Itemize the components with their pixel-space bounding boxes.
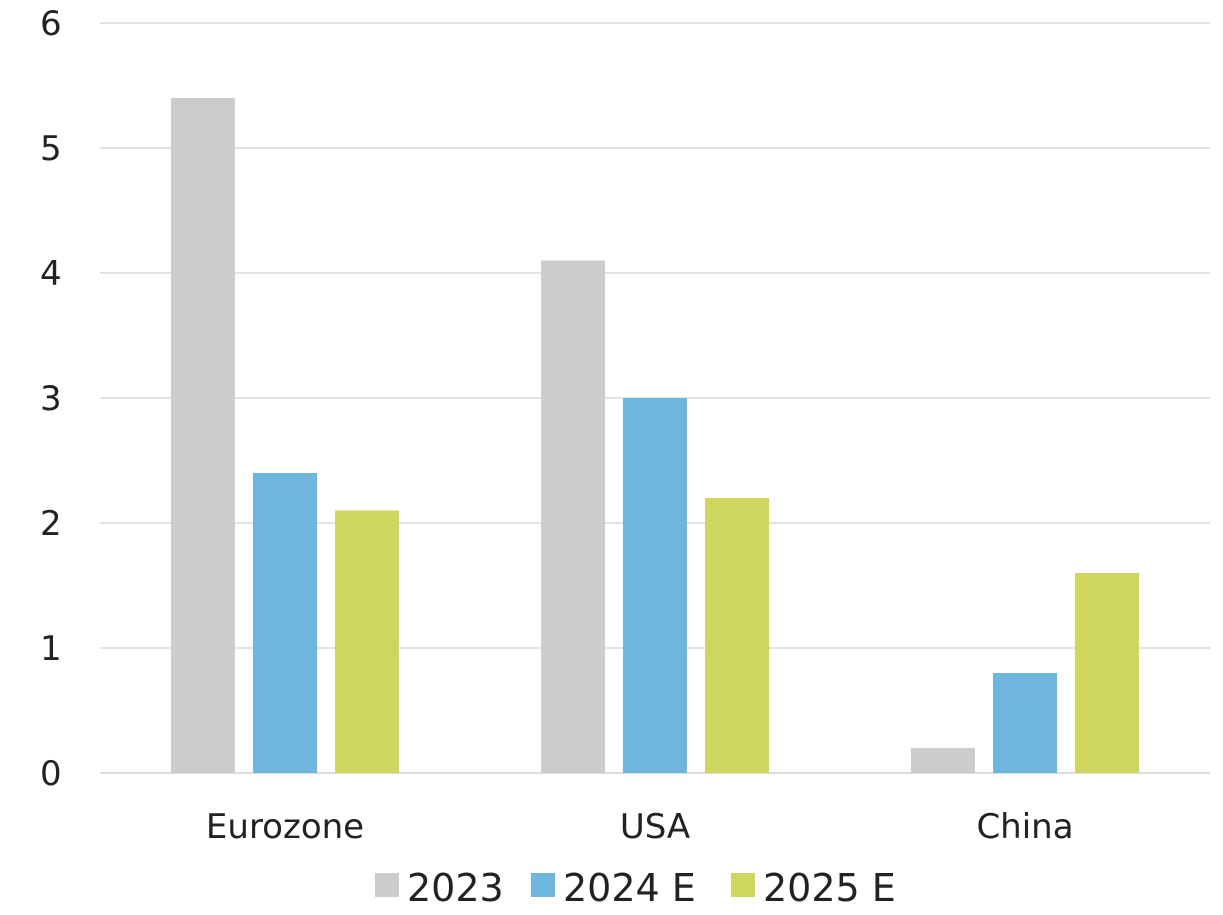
- y-tick-label: 2: [40, 504, 62, 544]
- legend-swatch-2024-e: [531, 873, 555, 897]
- bar-eurozone-2025-e: [335, 510, 399, 773]
- bar-usa-2024-e: [623, 398, 687, 773]
- bar-china-2025-e: [1075, 573, 1139, 773]
- y-tick-label: 6: [40, 4, 62, 44]
- y-tick-label: 5: [40, 129, 62, 169]
- legend: 2023 2024 E 2025 E: [375, 866, 896, 910]
- bar-eurozone-2024-e: [253, 473, 317, 773]
- bars: [171, 98, 1139, 773]
- legend-label: 2024 E: [563, 866, 696, 910]
- y-tick-label: 0: [40, 754, 62, 794]
- bar-china-2024-e: [993, 673, 1057, 773]
- y-tick-label: 3: [40, 379, 62, 419]
- bar-usa-2025-e: [705, 498, 769, 773]
- x-category-label: Eurozone: [206, 807, 364, 847]
- y-tick-label: 4: [40, 254, 62, 294]
- bar-usa-2023: [541, 260, 605, 773]
- y-axis-tick-labels: 0 1 2 3 4 5 6: [40, 4, 62, 794]
- legend-swatch-2025-e: [731, 873, 755, 897]
- x-axis-category-labels: Eurozone USA China: [206, 807, 1074, 847]
- x-category-label: China: [976, 807, 1073, 847]
- legend-swatch-2023: [375, 873, 399, 897]
- bar-eurozone-2023: [171, 98, 235, 773]
- bar-china-2023: [911, 748, 975, 773]
- legend-label: 2025 E: [763, 866, 896, 910]
- x-category-label: USA: [620, 807, 690, 847]
- y-tick-label: 1: [40, 629, 62, 669]
- legend-label: 2023: [407, 866, 504, 910]
